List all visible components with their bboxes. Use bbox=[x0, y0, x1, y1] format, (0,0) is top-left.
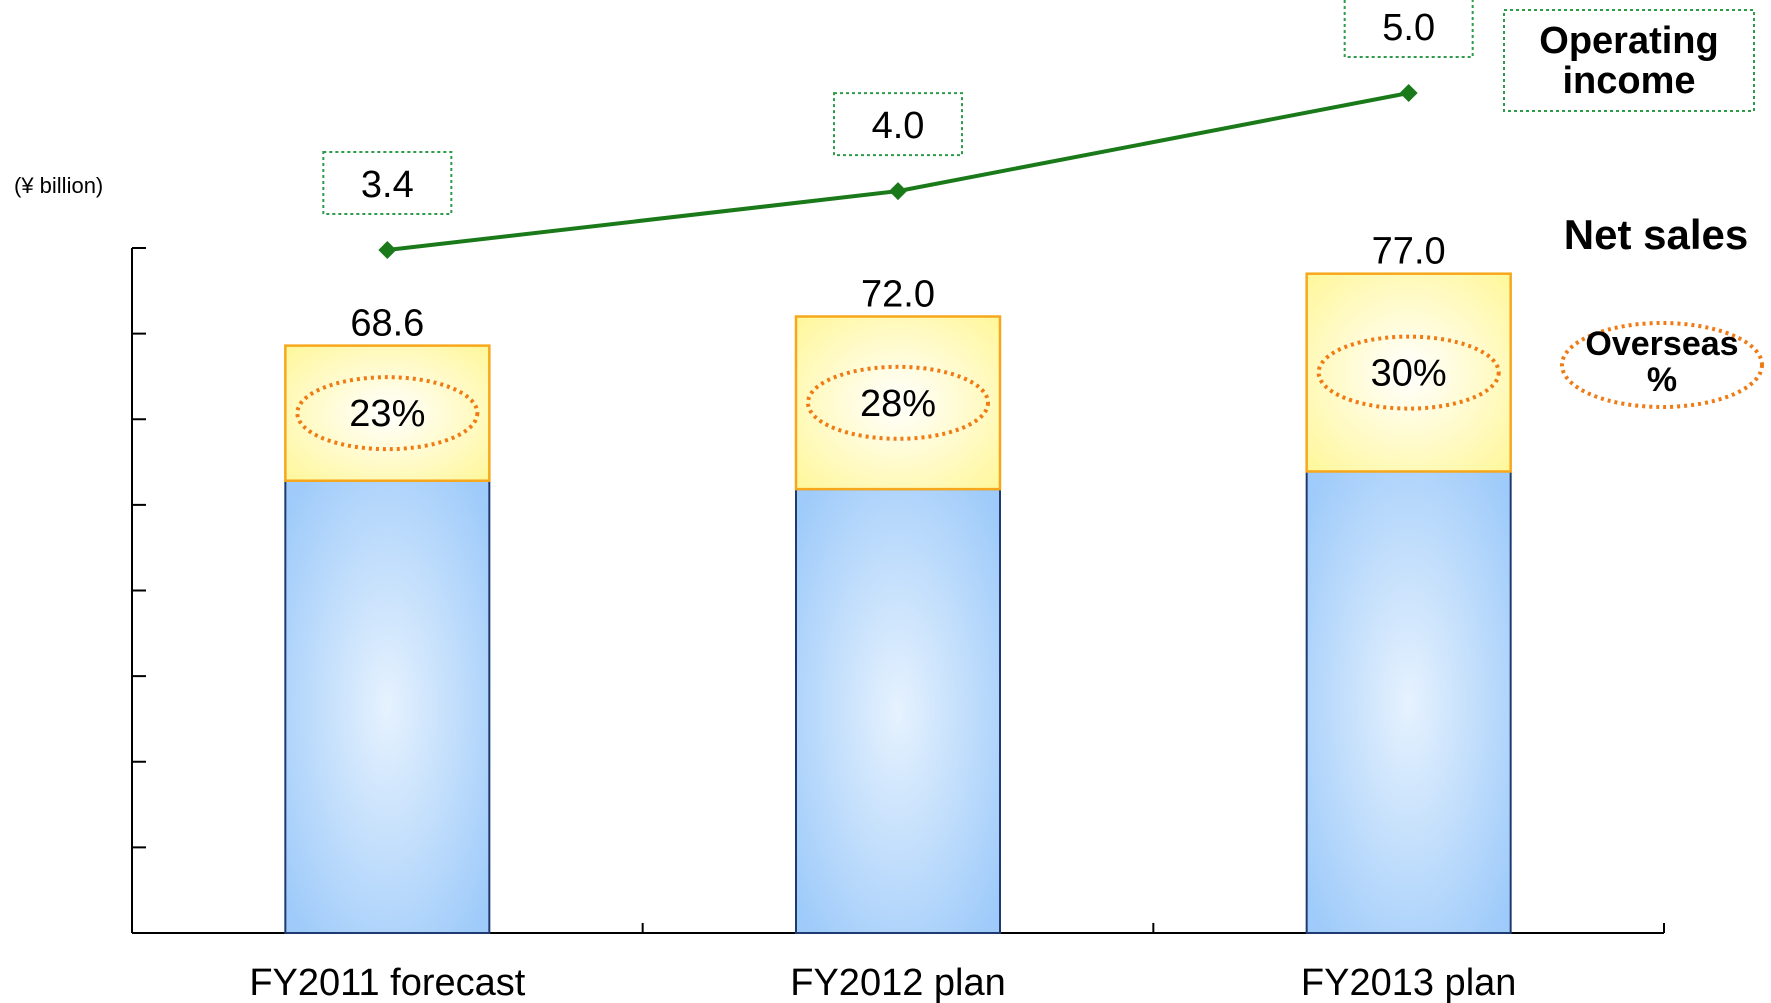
bars bbox=[284, 272, 1512, 934]
labels: 68.6 23% FY2011 forecast 72.0 28% FY2012 plan… bbox=[249, 231, 1516, 1003]
bar-domestic bbox=[795, 488, 1001, 934]
legend-overseas-ellipse bbox=[1560, 321, 1764, 409]
operating-income-point bbox=[1399, 84, 1418, 102]
overseas-pct-label: 23% bbox=[349, 393, 425, 435]
operating-income-label-box bbox=[833, 92, 963, 157]
operating-income-line: 3.4 4.0 5.0 bbox=[322, 0, 1474, 259]
net-sales-value-label: 77.0 bbox=[1372, 231, 1446, 273]
legend: Operating income Net sales Overseas% bbox=[1503, 9, 1764, 409]
operating-income-point bbox=[378, 241, 397, 259]
operating-income-value-label: 4.0 bbox=[872, 105, 925, 147]
bar-domestic bbox=[284, 479, 491, 934]
overseas-ellipse bbox=[295, 375, 480, 452]
legend-overseas: Overseas% bbox=[1585, 325, 1738, 399]
legend-operating-income: Operating income bbox=[1539, 20, 1718, 102]
operating-income-value-label: 5.0 bbox=[1382, 7, 1435, 49]
x-tick-label: FY2013 plan bbox=[1301, 962, 1517, 1003]
bar-overseas bbox=[1305, 272, 1512, 473]
bar-overseas bbox=[284, 344, 491, 482]
legend-net-sales: Net sales bbox=[1564, 211, 1748, 258]
overseas-ellipse bbox=[806, 364, 990, 441]
overseas-pct-label: 30% bbox=[1371, 353, 1447, 395]
net-sales-value-label: 68.6 bbox=[350, 303, 424, 345]
operating-income-value-label: 3.4 bbox=[361, 164, 414, 206]
bar-domestic bbox=[1305, 470, 1512, 934]
overseas-ellipse bbox=[1316, 334, 1501, 411]
unit-label: (¥ billion) bbox=[14, 173, 103, 198]
operating-income-label-box bbox=[1343, 0, 1474, 58]
operating-income-label-box bbox=[322, 151, 453, 215]
x-tick-label: FY2012 plan bbox=[790, 962, 1006, 1003]
overseas-pct-label: 28% bbox=[860, 383, 936, 425]
operating-income-point bbox=[889, 182, 907, 201]
legend-operating-income-box bbox=[1503, 9, 1755, 112]
bar-overseas bbox=[794, 315, 1002, 491]
net-sales-value-label: 72.0 bbox=[861, 274, 935, 316]
x-tick-label: FY2011 forecast bbox=[249, 962, 525, 1003]
